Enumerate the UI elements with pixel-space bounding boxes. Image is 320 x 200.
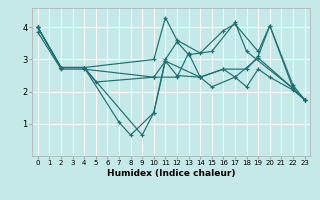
X-axis label: Humidex (Indice chaleur): Humidex (Indice chaleur) [107,169,236,178]
